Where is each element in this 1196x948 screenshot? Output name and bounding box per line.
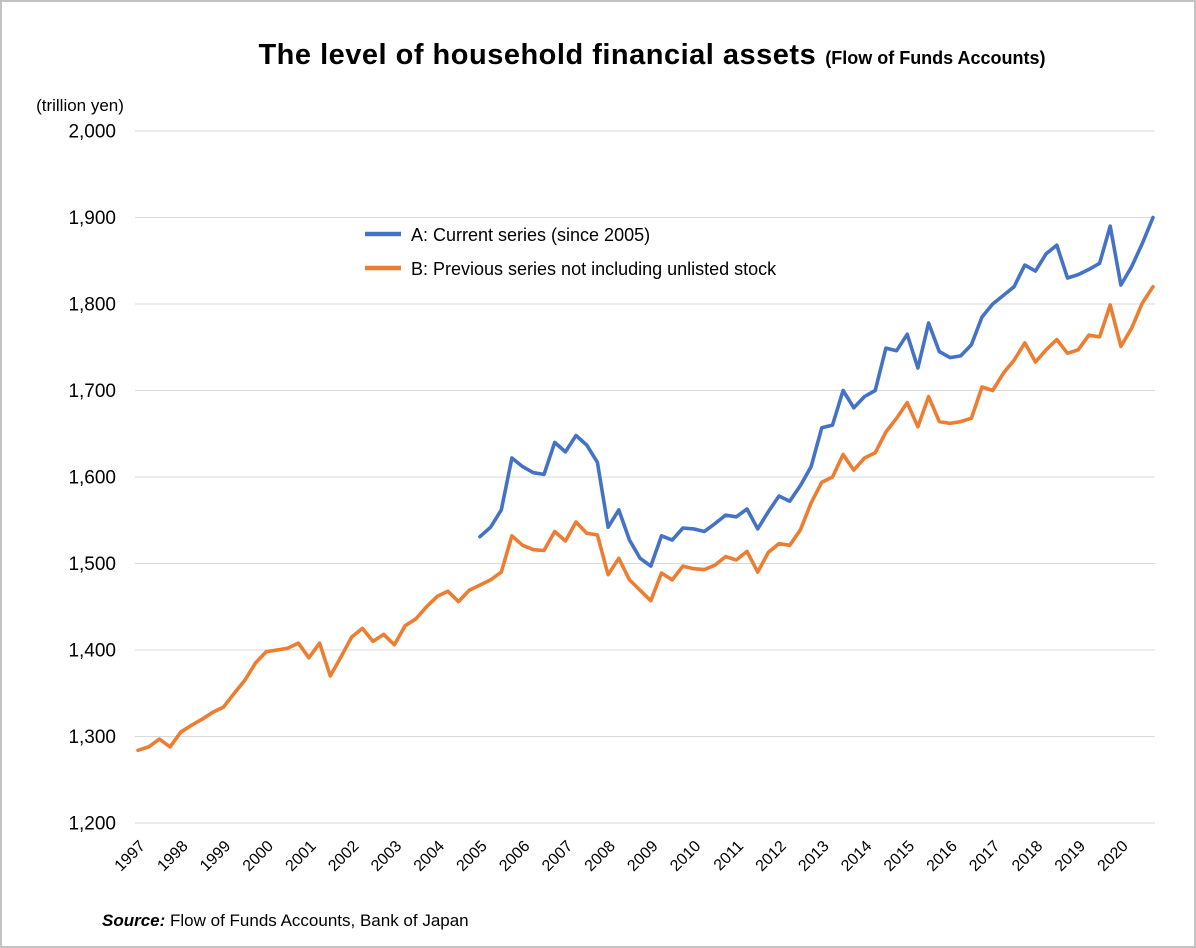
y-axis-tick-label: 1,400 — [68, 641, 116, 662]
x-axis-tick-label: 2020 — [1095, 838, 1132, 875]
x-axis-tick-label: 2004 — [411, 838, 448, 875]
y-axis-tick-label: 1,300 — [68, 727, 116, 748]
series-b-line — [136, 284, 1155, 753]
legend-label-series-a: A: Current series (since 2005) — [411, 225, 650, 245]
source-note-label: Source: — [102, 911, 165, 930]
x-axis-tick-label: 2013 — [795, 838, 832, 875]
x-axis-tick-label: 2009 — [624, 838, 661, 875]
x-axis-tick-label: 2016 — [924, 838, 961, 875]
x-axis-tick-label: 2000 — [240, 838, 277, 875]
x-axis-tick-label: 1997 — [112, 838, 149, 875]
x-axis-tick-label: 2019 — [1052, 838, 1089, 875]
x-axis-tick-label: 2014 — [838, 838, 875, 875]
x-axis-tick-label: 1999 — [197, 838, 234, 875]
y-axis-tick-label: 1,600 — [68, 468, 116, 489]
chart-title: The level of household financial assets (… — [258, 39, 1045, 71]
x-axis-tick-label: 2015 — [881, 838, 918, 875]
x-axis-labels: 1997 1998 1999 2000 2001 2002 2003 2004 2005 2006… — [112, 838, 1132, 875]
source-note-text: Flow of Funds Accounts, Bank of Japan — [165, 911, 468, 930]
source-note: Source: Flow of Funds Accounts, Bank of … — [102, 911, 469, 930]
x-axis-tick-label: 2008 — [582, 838, 619, 875]
y-axis-tick-label: 1,700 — [68, 381, 116, 402]
chart-title-suffix: (Flow of Funds Accounts) — [825, 48, 1045, 68]
x-axis-tick-label: 2018 — [1009, 838, 1046, 875]
chart-title-main: The level of household financial assets — [258, 39, 816, 71]
x-axis-tick-label: 2007 — [539, 838, 576, 875]
x-axis-tick-label: 2001 — [283, 838, 320, 875]
x-axis-tick-label: 1998 — [154, 838, 191, 875]
x-axis-tick-label: 2011 — [711, 838, 747, 874]
x-axis-tick-label: 2010 — [667, 838, 704, 875]
x-axis-tick-label: 2017 — [966, 838, 1003, 875]
y-axis-tick-label: 1,500 — [68, 554, 116, 575]
y-axis-labels: 1,200 1,300 1,400 1,500 1,600 1,700 1,800 1,900… — [68, 122, 116, 835]
y-axis-tick-label: 1,200 — [68, 814, 116, 835]
series-a-line — [478, 215, 1155, 568]
x-axis-tick-label: 2012 — [753, 838, 790, 875]
x-axis-tick-label: 2003 — [368, 838, 405, 875]
x-axis-tick-label: 2002 — [325, 838, 362, 875]
legend: A: Current series (since 2005) B: Previo… — [365, 225, 777, 279]
x-axis-tick-label: 2005 — [454, 838, 491, 875]
y-axis-tick-label: 2,000 — [68, 122, 116, 143]
x-axis-tick-label: 2006 — [496, 838, 533, 875]
y-axis-tick-label: 1,900 — [68, 208, 116, 229]
y-axis-unit-label: (trillion yen) — [36, 96, 124, 115]
y-axis-tick-label: 1,800 — [68, 295, 116, 316]
legend-label-series-b: B: Previous series not including unliste… — [411, 259, 777, 279]
